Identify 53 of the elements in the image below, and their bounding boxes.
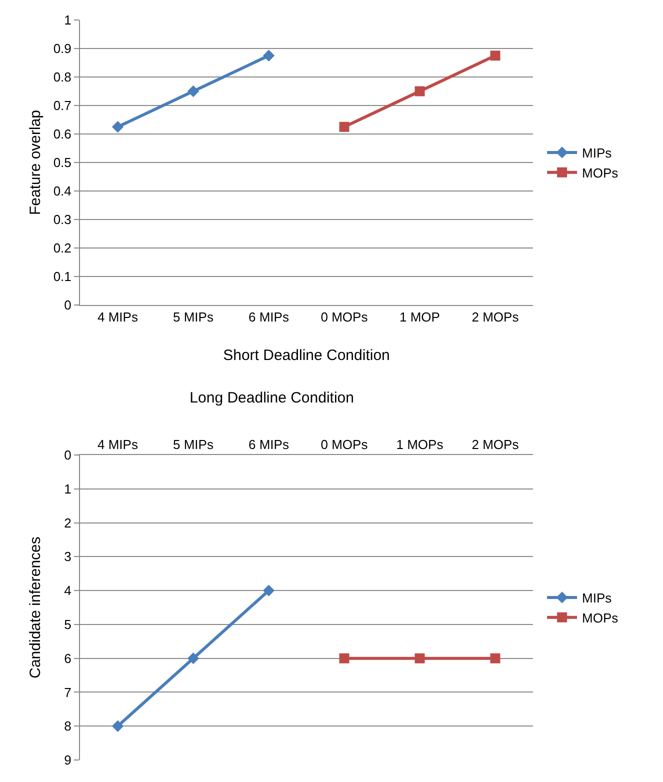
y-tick-label: 0.5 [53,155,72,170]
point [339,653,350,664]
y-tick-label: 1 [64,481,72,496]
y-tick-label: 0.6 [53,126,72,142]
x-tick-label: 2 MOPs [472,436,520,452]
y-tick-label: 0.2 [53,240,72,256]
x-tick-label: 6 MIPs [248,310,290,325]
point [187,652,200,664]
y-tick-label: 7 [64,684,72,700]
x-tick-label: 1 MOP [400,310,440,325]
point [490,50,500,61]
y-tick-label: 0.3 [53,212,72,228]
point [112,121,124,133]
x-tick-label: 1 MOPs [396,436,444,452]
chart-title: Long Deadline Condition [190,390,354,406]
y-tick-label: 9 [64,752,72,768]
point [262,584,275,596]
y-tick-label: 8 [64,718,72,734]
point [112,720,124,732]
y-tick-label: 0 [64,298,72,313]
x-tick-label: 4 MIPs [98,436,138,452]
y-tick-label: 0.9 [53,41,72,56]
point [339,122,350,132]
y-tick-label: 6 [64,650,72,666]
x-tick-label: 5 MIPs [173,310,214,325]
x-tick-label: 6 MIPs [248,436,290,452]
x-tick-label: 0 MOPs [320,436,368,452]
y-axis-title: Candidate inferences [27,536,44,678]
legend-label: MIPs [582,146,612,161]
point [414,653,425,664]
y-tick-label: 2 [64,515,72,530]
y-tick-label: 5 [64,616,72,632]
point [187,85,200,98]
y-tick-label: 0.4 [53,184,72,199]
y-tick-label: 0.7 [53,98,72,114]
y-tick-label: 0 [64,448,72,463]
x-tick-label: 2 MOPs [472,310,520,325]
x-tick-label: 4 MIPs [98,310,138,325]
point [414,86,425,96]
x-axis-title: Short Deadline Condition [223,347,390,364]
y-axis-title: Feature overlap [27,110,44,216]
legend-label: MIPs [582,590,612,606]
point [490,653,500,664]
y-tick-label: 4 [64,583,72,598]
x-tick-label: 5 MIPs [173,436,214,452]
legend-label: MOPs [582,610,619,626]
y-tick-label: 0.1 [53,269,72,284]
y-tick-label: 3 [64,549,72,564]
y-tick-label: 0.8 [53,70,72,85]
y-tick-label: 1 [64,12,72,28]
x-tick-label: 0 MOPs [320,310,368,325]
legend-label: MOPs [582,165,619,180]
point [262,50,275,62]
